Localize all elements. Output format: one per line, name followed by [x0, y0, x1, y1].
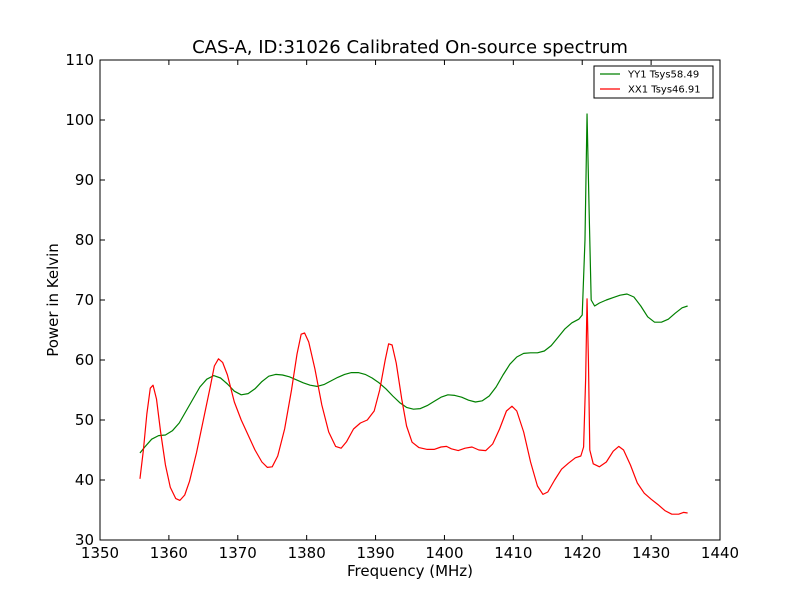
- series-line-yy1: [139, 113, 688, 454]
- x-tick-label: 1410: [494, 544, 532, 562]
- series-line-xx1: [139, 298, 688, 515]
- y-tick-label: 30: [75, 531, 94, 549]
- y-tick-label: 40: [75, 471, 94, 489]
- x-axis: 1350 1360 1370 1380 1390 1400 1410 1420 1430 1440: [81, 60, 739, 562]
- x-tick-label: 1380: [288, 544, 326, 562]
- x-tick-label: 1440: [701, 544, 739, 562]
- series-layer: [139, 113, 688, 515]
- x-tick-label: 1430: [632, 544, 670, 562]
- x-tick-label: 1350: [81, 544, 119, 562]
- y-tick-label: 80: [75, 231, 94, 249]
- y-tick-label: 70: [75, 291, 94, 309]
- x-tick-label: 1360: [150, 544, 188, 562]
- y-tick-label: 60: [75, 351, 94, 369]
- legend-box: [593, 65, 714, 99]
- x-tick-label: 1420: [563, 544, 601, 562]
- y-tick-label: 110: [65, 51, 94, 69]
- y-tick-label: 90: [75, 171, 94, 189]
- legend-label-yy1: YY1 Tsys58.49: [627, 70, 699, 81]
- y-axis-label: Power in Kelvin: [44, 243, 62, 357]
- y-tick-label: 100: [65, 111, 94, 129]
- y-axis: 30 40 50 60 70 80 90 100 110: [65, 51, 720, 549]
- x-axis-label: Frequency (MHz): [347, 562, 473, 580]
- x-tick-label: 1370: [219, 544, 257, 562]
- x-tick-label: 1400: [425, 544, 463, 562]
- y-tick-label: 50: [75, 411, 94, 429]
- x-tick-label: 1390: [356, 544, 394, 562]
- legend: YY1 Tsys58.49 XX1 Tsys46.91: [593, 65, 714, 99]
- legend-label-xx1: XX1 Tsys46.91: [628, 85, 701, 96]
- chart-title: CAS-A, ID:31026 Calibrated On-source spe…: [192, 37, 628, 58]
